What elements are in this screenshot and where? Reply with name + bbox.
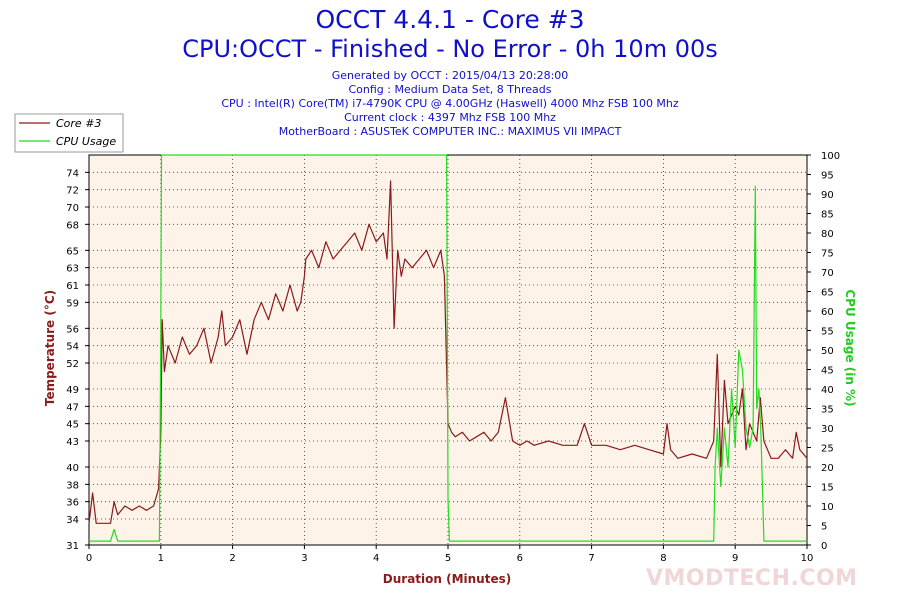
y2-tick-label: 20 — [821, 463, 834, 474]
info-cpu: CPU : Intel(R) Core(TM) i7-4790K CPU @ 4… — [221, 97, 679, 110]
y-tick-label: 54 — [66, 342, 79, 353]
x-tick-label: 7 — [588, 553, 594, 564]
x-tick-label: 0 — [86, 553, 92, 564]
y-tick-label: 38 — [66, 480, 79, 491]
x-tick-label: 10 — [801, 553, 814, 564]
legend-label-cpu-usage: CPU Usage — [56, 135, 116, 148]
y2-tick-label: 45 — [821, 366, 834, 377]
chart-title: OCCT 4.4.1 - Core #3 — [315, 5, 585, 34]
y2-tick-label: 100 — [821, 151, 840, 162]
series-line-cpu-usage — [89, 154, 807, 542]
y2-tick-label: 90 — [821, 190, 834, 201]
y2-tick-label: 85 — [821, 210, 834, 221]
series-line-core3 — [88, 180, 808, 524]
y-tick-label: 49 — [66, 385, 79, 396]
y2-tick-label: 35 — [821, 405, 834, 416]
legend-box — [14, 113, 124, 153]
x-tick-label: 3 — [301, 553, 307, 564]
y-axis-label: Temperature (°C) — [43, 290, 57, 406]
y-tick-label: 61 — [66, 281, 79, 292]
x-tick-label: 4 — [373, 553, 379, 564]
y-tick-label: 43 — [66, 437, 79, 448]
x-tick-label: 8 — [660, 553, 666, 564]
y2-tick-label: 5 — [821, 522, 827, 533]
x-axis-label: Duration (Minutes) — [383, 572, 511, 586]
watermark: VMODTECH.COM — [646, 566, 858, 591]
y-tick-label: 52 — [66, 359, 79, 370]
x-tick-label: 2 — [229, 553, 235, 564]
y2-tick-label: 15 — [821, 483, 834, 494]
y2-tick-label: 0 — [821, 541, 827, 552]
x-tick-label: 5 — [445, 553, 451, 564]
y2-tick-label: 50 — [821, 346, 834, 357]
y2-tick-label: 60 — [821, 307, 834, 318]
y-tick-label: 59 — [66, 298, 79, 309]
y2-tick-label: 55 — [821, 327, 834, 338]
y2-axis-label: CPU Usage (in %) — [843, 289, 857, 406]
x-tick-label: 6 — [517, 553, 523, 564]
y-tick-label: 70 — [66, 203, 79, 214]
y-tick-label: 45 — [66, 420, 79, 431]
y2-tick-label: 30 — [821, 424, 834, 435]
y-tick-label: 56 — [66, 324, 79, 335]
legend-label-core3: Core #3 — [56, 117, 101, 130]
y-tick-label: 72 — [66, 186, 79, 197]
y2-tick-label: 65 — [821, 288, 834, 299]
y2-tick-label: 10 — [821, 502, 834, 513]
y2-tick-label: 95 — [821, 171, 834, 182]
info-motherboard: MotherBoard : ASUSTeK COMPUTER INC.: MAX… — [278, 125, 622, 138]
y-tick-label: 34 — [66, 515, 79, 526]
y-tick-label: 31 — [66, 541, 79, 552]
y-tick-label: 65 — [66, 246, 79, 257]
y2-tick-label: 40 — [821, 385, 834, 396]
info-generated: Generated by OCCT : 2015/04/13 20:28:00 — [331, 69, 569, 82]
y-tick-label: 47 — [66, 402, 79, 413]
y-tick-label: 40 — [66, 463, 79, 474]
info-clock: Current clock : 4397 Mhz FSB 100 Mhz — [344, 111, 556, 124]
y2-tick-label: 75 — [821, 249, 834, 260]
chart-subtitle: CPU:OCCT - Finished - No Error - 0h 10m … — [182, 35, 718, 63]
plot-frame — [88, 154, 808, 546]
y2-tick-label: 25 — [821, 444, 834, 455]
y2-tick-label: 70 — [821, 268, 834, 279]
y-tick-label: 68 — [66, 220, 79, 231]
y2-tick-label: 80 — [821, 229, 834, 240]
y-tick-label: 74 — [66, 168, 79, 179]
x-tick-label: 9 — [732, 553, 738, 564]
info-config: Config : Medium Data Set, 8 Threads — [348, 83, 552, 96]
y-tick-label: 36 — [66, 498, 79, 509]
y-tick-label: 63 — [66, 264, 79, 275]
x-tick-label: 1 — [158, 553, 164, 564]
